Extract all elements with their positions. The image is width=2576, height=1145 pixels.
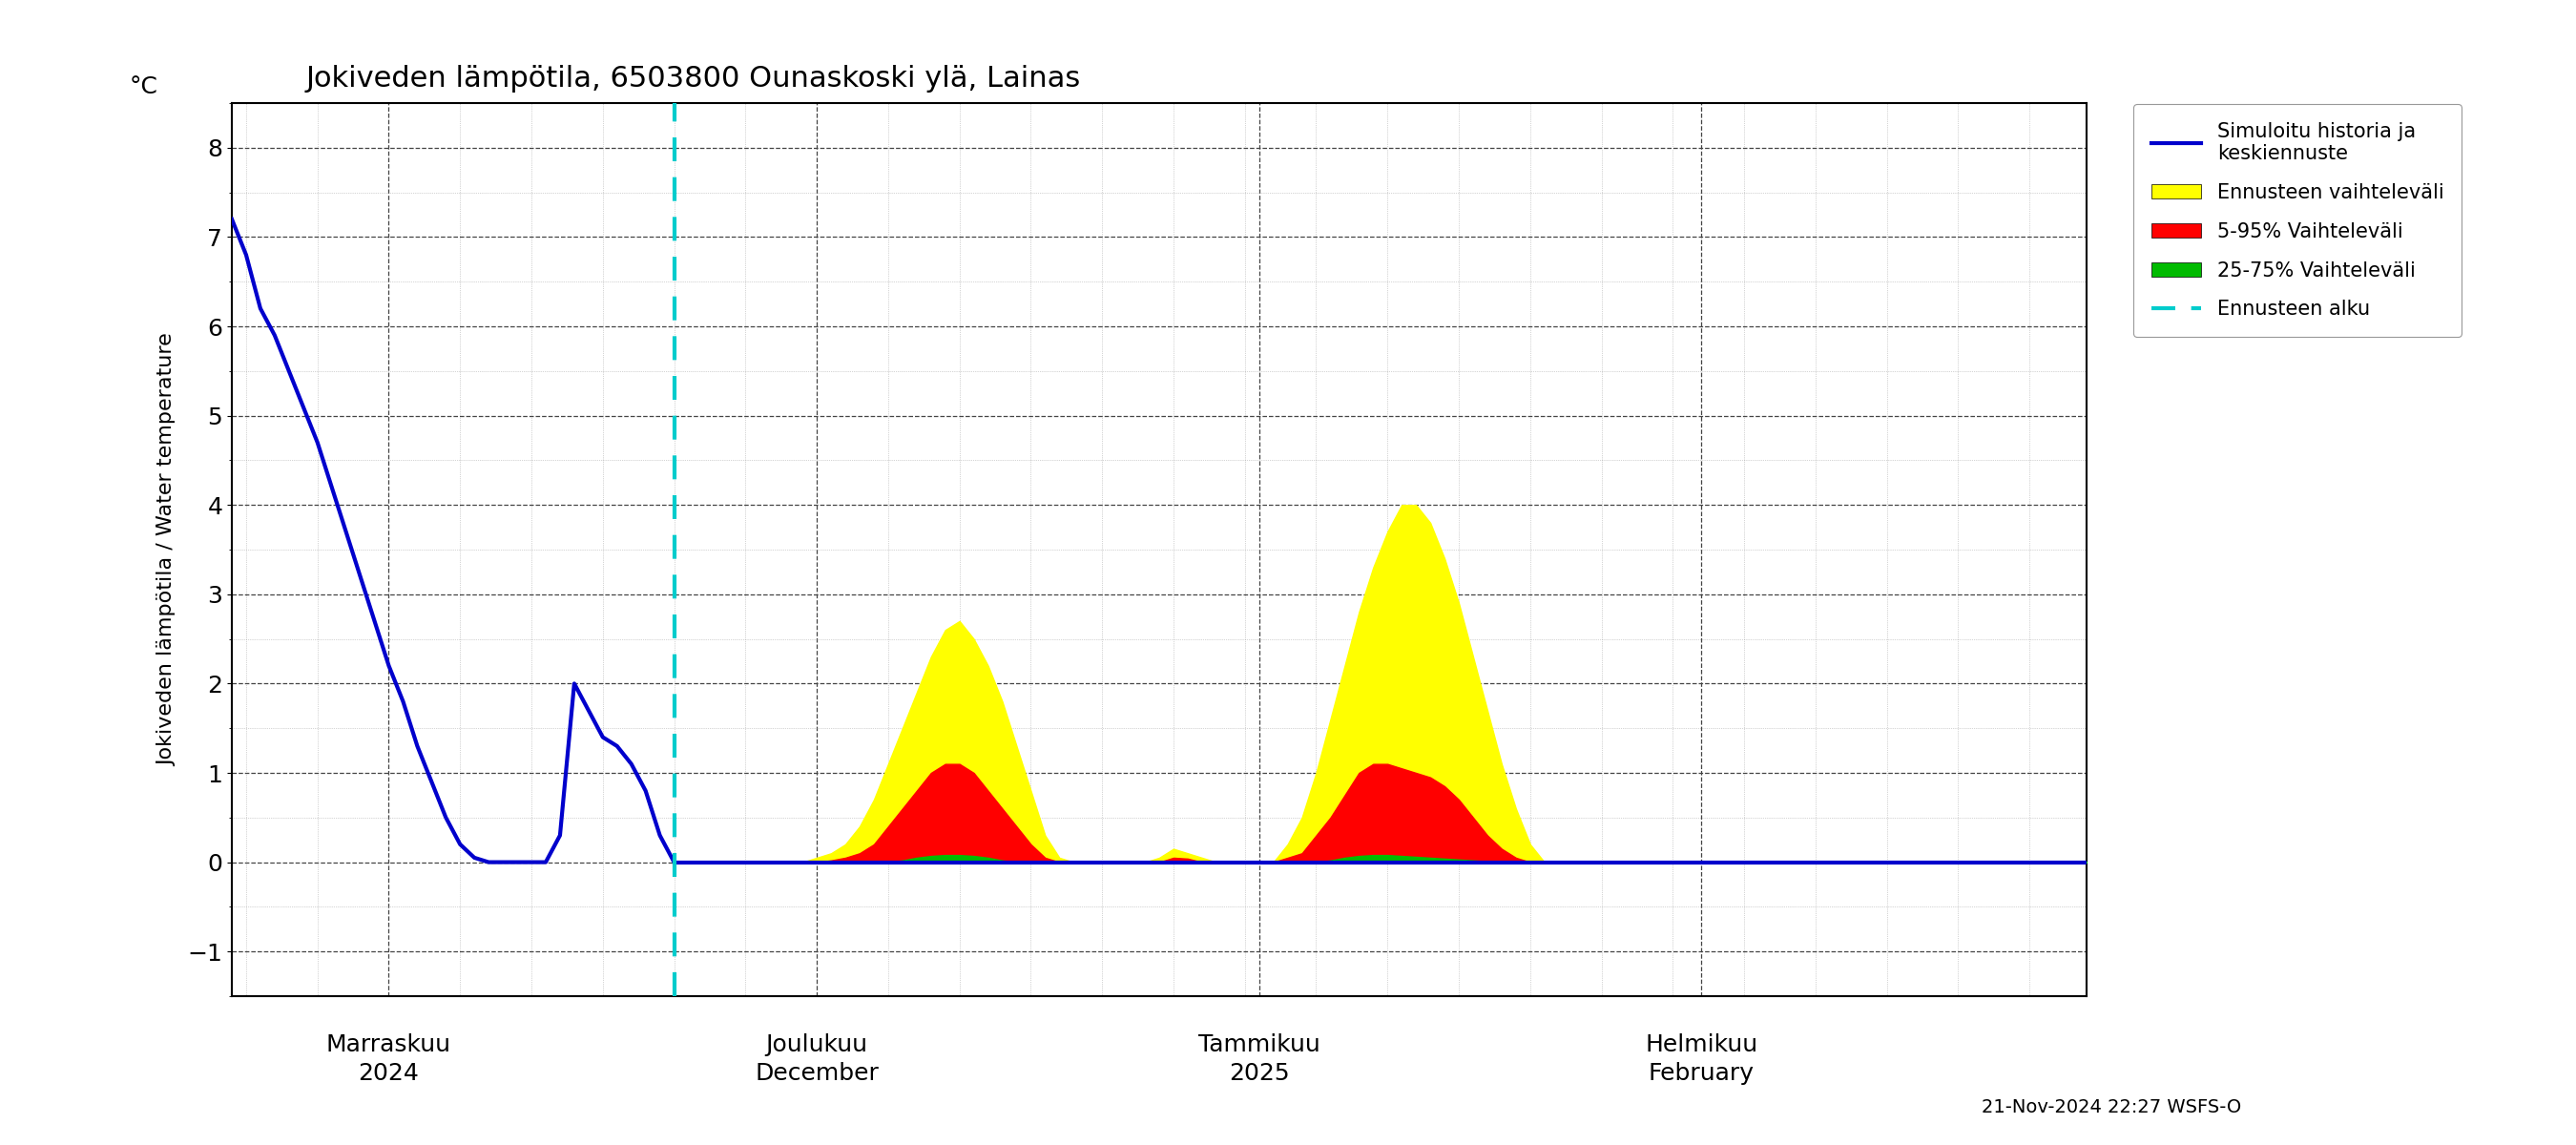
Text: 2024: 2024 (358, 1063, 420, 1085)
Text: °C: °C (129, 76, 157, 98)
Text: Joulukuu: Joulukuu (765, 1033, 868, 1056)
Text: Marraskuu: Marraskuu (327, 1033, 451, 1056)
Text: December: December (755, 1063, 878, 1085)
Text: Tammikuu: Tammikuu (1198, 1033, 1319, 1056)
Text: 2025: 2025 (1229, 1063, 1291, 1085)
Text: Helmikuu: Helmikuu (1646, 1033, 1757, 1056)
Text: Jokiveden lämpötila, 6503800 Ounaskoski ylä, Lainas: Jokiveden lämpötila, 6503800 Ounaskoski … (307, 65, 1082, 93)
Y-axis label: Jokiveden lämpötila / Water temperature: Jokiveden lämpötila / Water temperature (157, 333, 178, 766)
Text: 21-Nov-2024 22:27 WSFS-O: 21-Nov-2024 22:27 WSFS-O (1981, 1098, 2241, 1116)
Text: February: February (1649, 1063, 1754, 1085)
Legend: Simuloitu historia ja
keskiennuste, Ennusteen vaihteleväli, 5-95% Vaihteleväli, : Simuloitu historia ja keskiennuste, Ennu… (2133, 104, 2463, 337)
